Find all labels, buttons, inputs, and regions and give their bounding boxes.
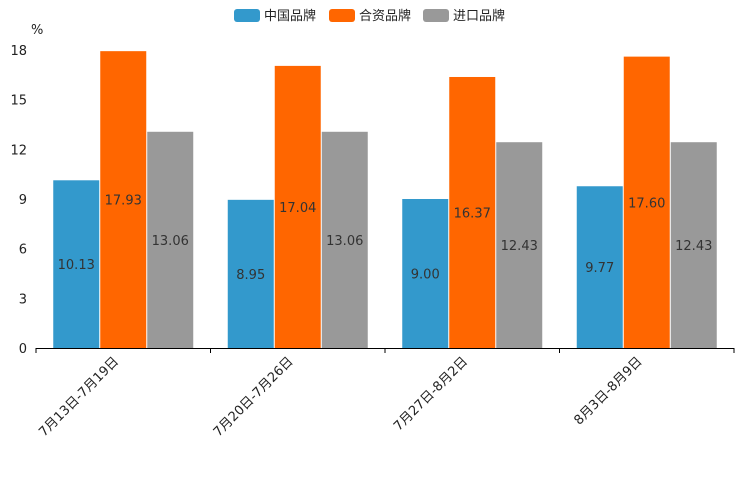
y-tick-label: 6 — [19, 243, 27, 258]
bar-3-3[interactable] — [496, 142, 543, 348]
bar-1-2[interactable] — [227, 199, 274, 348]
data-label: 17.60 — [628, 196, 665, 211]
x-axis: 7月13日-7月19日 7月20日-7月26日 7月27日-8月2日 8月3日-8月9… — [35, 348, 735, 440]
y-tick-label: 0 — [19, 342, 27, 357]
x-tick-label: 7月20日-7月26日 — [211, 354, 297, 440]
y-axis: 0 3 6 9 12 15 18 — [10, 44, 27, 357]
data-label: 17.93 — [105, 194, 142, 209]
data-label: 10.13 — [58, 258, 95, 273]
legend-label-2[interactable]: 合资品牌 — [359, 8, 411, 24]
bar-3-2[interactable] — [321, 131, 368, 348]
y-tick-label: 15 — [10, 94, 27, 109]
bar-1-1[interactable] — [53, 180, 100, 348]
legend-label-3[interactable]: 进口品牌 — [453, 8, 505, 24]
legend-swatch-3[interactable] — [423, 9, 449, 22]
legend-swatch-1[interactable] — [234, 9, 260, 22]
data-label: 8.95 — [236, 268, 265, 283]
bar-2-1[interactable] — [100, 51, 147, 349]
bar-3-4[interactable] — [670, 142, 717, 348]
bar-1-3[interactable] — [402, 199, 449, 348]
legend: 中国品牌 合资品牌 进口品牌 — [234, 8, 505, 24]
data-label: 16.37 — [454, 206, 491, 221]
legend-label-1[interactable]: 中国品牌 — [264, 8, 316, 24]
data-label: 17.04 — [279, 201, 316, 216]
x-tick-label: 7月27日-8月2日 — [391, 354, 471, 434]
y-axis-unit: % — [31, 23, 43, 38]
legend-swatch-2[interactable] — [329, 9, 355, 22]
data-label: 13.06 — [326, 234, 363, 249]
bar-2-3[interactable] — [449, 76, 496, 348]
y-tick-label: 3 — [19, 292, 27, 307]
data-label: 13.06 — [152, 234, 189, 249]
x-tick-label: 8月3日-8月9日 — [571, 354, 645, 428]
bar-2-2[interactable] — [274, 65, 321, 348]
y-tick-label: 9 — [19, 193, 27, 208]
bar-3-1[interactable] — [147, 131, 194, 348]
bar-2-4[interactable] — [623, 56, 670, 348]
bar-1-4[interactable] — [576, 186, 623, 348]
y-tick-label: 18 — [10, 44, 27, 59]
y-tick-label: 12 — [10, 143, 27, 158]
data-label: 12.43 — [501, 239, 538, 254]
x-tick-label: 7月13日-7月19日 — [36, 354, 122, 440]
data-label: 9.00 — [411, 268, 440, 283]
bars: 10.13 17.93 13.06 8.95 17.04 13.06 9.00 16.37 12… — [53, 51, 717, 349]
data-label: 9.77 — [585, 261, 614, 276]
data-label: 12.43 — [675, 239, 712, 254]
